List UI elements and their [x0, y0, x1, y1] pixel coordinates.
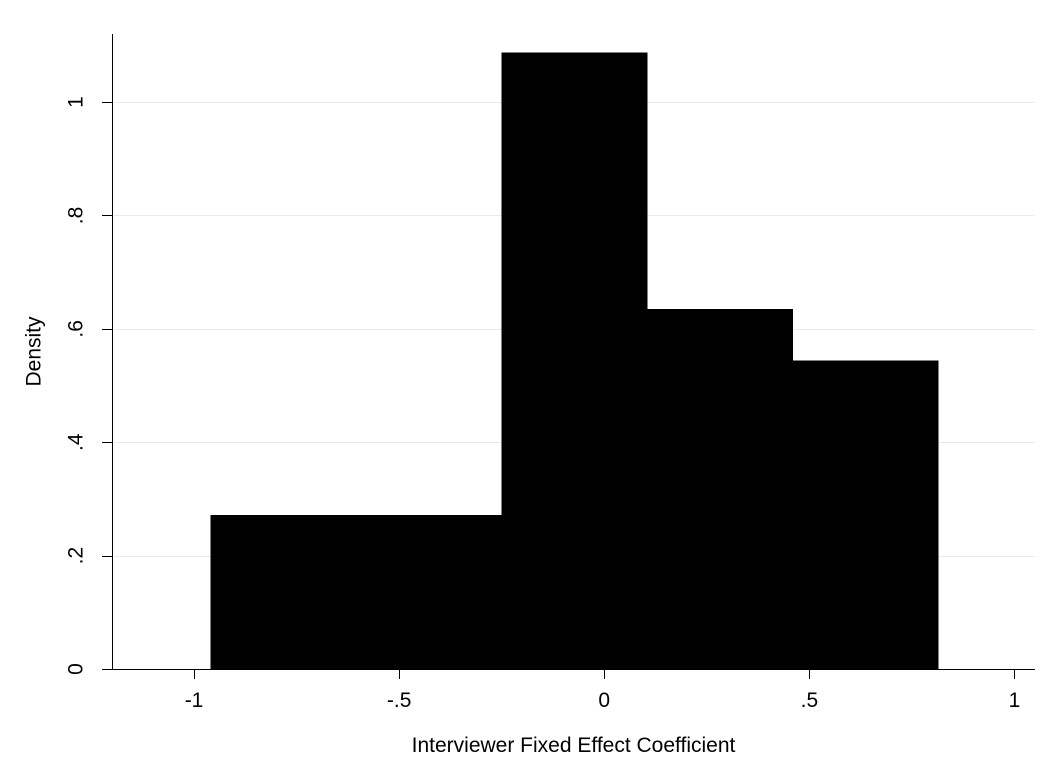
histogram-bar-4 [792, 360, 939, 669]
y-tick-label: .8 [65, 207, 88, 225]
x-tick-label: .5 [801, 689, 819, 712]
histogram-bar-1 [210, 514, 502, 669]
histogram-bar-3 [647, 308, 793, 669]
tick-labels: 0 .2 .4 .6 .8 1 -1 -.5 0 .5 1 [65, 96, 1021, 712]
axes [102, 34, 1035, 679]
x-axis-title: Interviewer Fixed Effect Coefficient [412, 734, 736, 757]
y-tick-label: 0 [65, 663, 88, 675]
y-tick-label: .2 [65, 547, 88, 565]
y-tick-label: .4 [65, 433, 88, 451]
histogram-bar-2 [501, 52, 648, 669]
x-tick-label: 1 [1009, 689, 1021, 712]
x-tick-label: -.5 [387, 689, 412, 712]
y-tick-label: 1 [65, 96, 88, 108]
y-axis-title: Density [23, 316, 46, 387]
x-tick-label: 0 [598, 689, 610, 712]
histogram-bars [210, 52, 939, 669]
x-tick-label: -1 [185, 689, 204, 712]
y-tick-label: .6 [65, 320, 88, 338]
